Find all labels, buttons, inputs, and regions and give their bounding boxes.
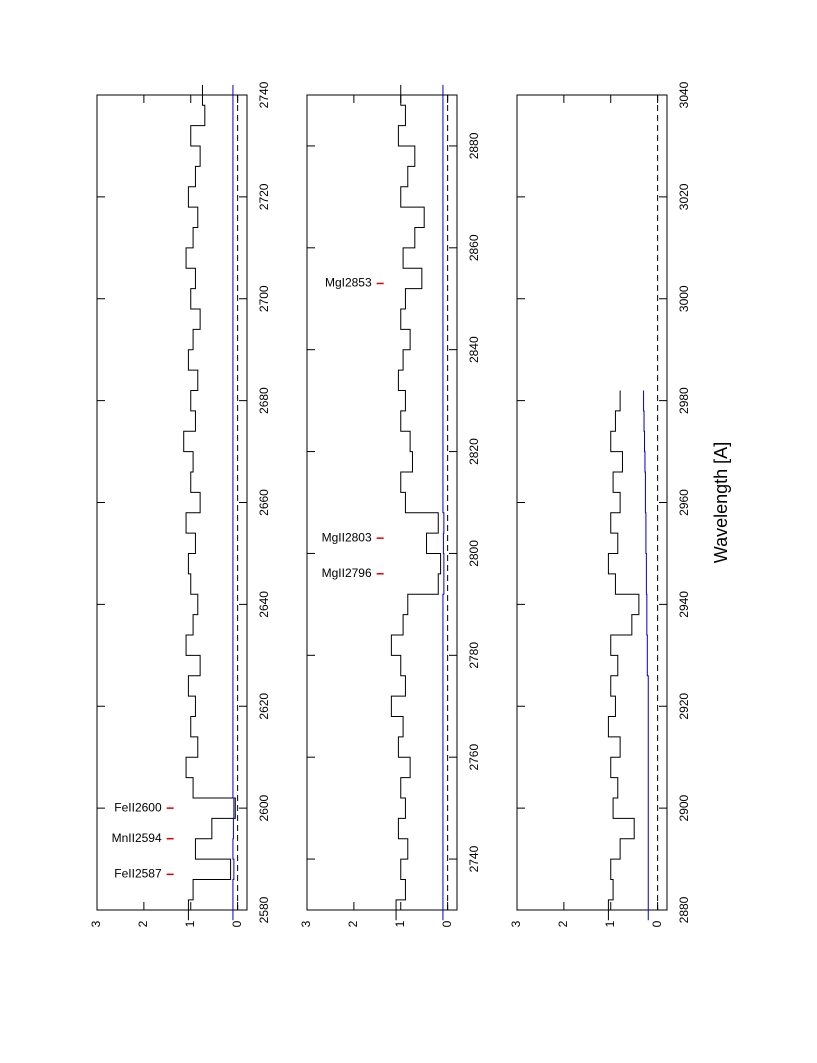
- y-tick-label: 3: [509, 920, 523, 927]
- x-tick-label: 3040: [677, 81, 691, 108]
- line-label: MgII2803: [322, 530, 372, 544]
- x-tick-label: 2960: [677, 489, 691, 516]
- y-tick-label: 2: [556, 920, 570, 927]
- y-tick-label: 3: [299, 920, 313, 927]
- flux-line: [390, 84, 442, 921]
- x-tick-label: 2680: [257, 387, 271, 414]
- line-label: FeII2600: [114, 800, 162, 814]
- x-tick-label: 2820: [467, 438, 481, 465]
- x-tick-label: 2840: [467, 336, 481, 363]
- y-tick-label: 1: [603, 920, 617, 927]
- y-tick-label: 0: [650, 920, 664, 927]
- y-tick-label: 3: [89, 920, 103, 927]
- error-line: [232, 84, 235, 921]
- x-tick-label: 3000: [677, 285, 691, 312]
- x-tick-label: 2880: [677, 896, 691, 923]
- x-tick-label: 2700: [257, 285, 271, 312]
- x-tick-label: 2980: [677, 387, 691, 414]
- x-tick-label: 2580: [257, 896, 271, 923]
- x-tick-label: 2880: [467, 132, 481, 159]
- x-tick-label: 2860: [467, 234, 481, 261]
- y-tick-label: 1: [393, 920, 407, 927]
- x-tick-label: 2740: [467, 845, 481, 872]
- x-tick-label: 2620: [257, 693, 271, 720]
- x-tick-label: 2940: [677, 591, 691, 618]
- x-tick-label: 3020: [677, 183, 691, 210]
- flux-line: [607, 390, 640, 921]
- plot-frame: [306, 94, 458, 911]
- x-tick-label: 2600: [257, 794, 271, 821]
- y-tick-label: 2: [346, 920, 360, 927]
- line-label: FeII2587: [114, 867, 162, 881]
- error-line: [643, 390, 649, 921]
- line-label: MnII2594: [112, 831, 162, 845]
- x-tick-label: 2920: [677, 693, 691, 720]
- y-tick-label: 0: [440, 920, 454, 927]
- line-label: MgII2796: [322, 566, 372, 580]
- x-tick-label: 2780: [467, 642, 481, 669]
- error-line: [442, 84, 445, 921]
- y-tick-label: 2: [136, 920, 150, 927]
- x-tick-label: 2640: [257, 591, 271, 618]
- x-tick-label: 2660: [257, 489, 271, 516]
- y-tick-label: 0: [230, 920, 244, 927]
- plot-frame: [96, 94, 248, 911]
- line-label: MgI2853: [325, 276, 372, 290]
- plot-frame: [516, 94, 668, 911]
- flux-line: [183, 84, 236, 921]
- x-tick-label: 2740: [257, 81, 271, 108]
- y-tick-label: 1: [183, 920, 197, 927]
- x-tick-label: 2900: [677, 794, 691, 821]
- x-tick-label: 2800: [467, 540, 481, 567]
- x-tick-label: 2720: [257, 183, 271, 210]
- x-tick-label: 2760: [467, 744, 481, 771]
- x-axis-label: Wavelength [A]: [711, 442, 731, 563]
